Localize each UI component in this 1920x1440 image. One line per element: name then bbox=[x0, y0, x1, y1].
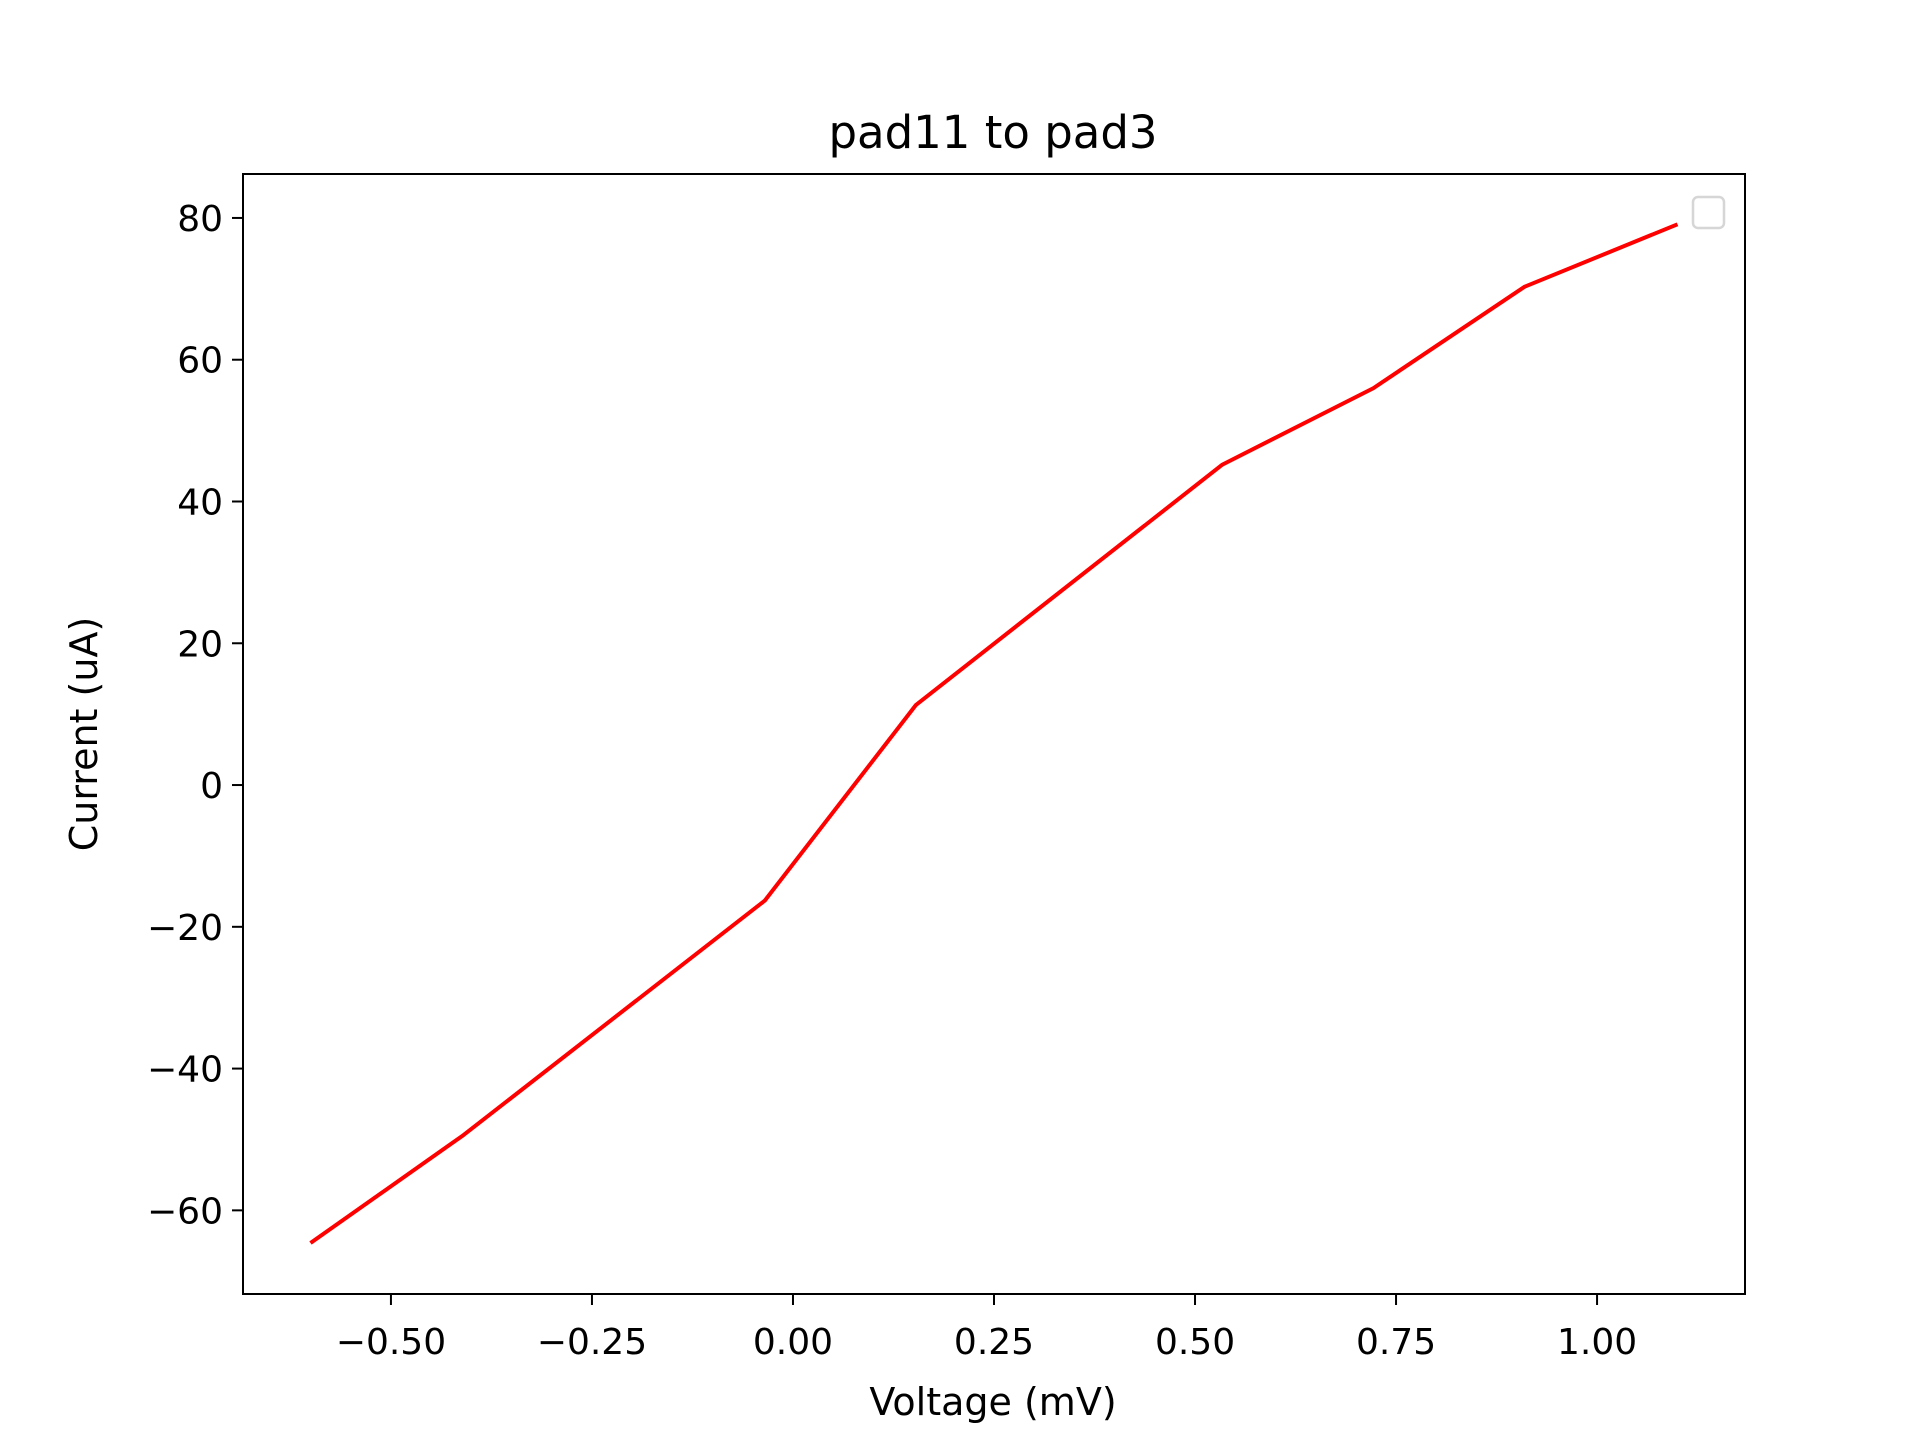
y-tick-label: 40 bbox=[177, 482, 223, 523]
y-axis-label: Current (uA) bbox=[62, 617, 106, 852]
y-axis: −60 −40 −20 0 20 40 60 80 bbox=[147, 199, 243, 1232]
y-tick-label: −20 bbox=[147, 908, 223, 949]
x-tick-label: 0.00 bbox=[753, 1322, 833, 1363]
legend-box bbox=[1691, 195, 1726, 230]
series-line bbox=[309, 222, 1679, 1245]
y-tick-label: 80 bbox=[177, 199, 223, 240]
chart-title: pad11 to pad3 bbox=[828, 106, 1157, 159]
x-axis: −0.50 −0.25 0.00 0.25 0.50 0.75 1.00 bbox=[336, 1294, 1637, 1363]
y-tick-label: −40 bbox=[147, 1050, 223, 1091]
x-axis-label: Voltage (mV) bbox=[869, 1380, 1116, 1424]
y-tick-label: 20 bbox=[177, 624, 223, 665]
x-tick-label: 0.75 bbox=[1356, 1322, 1436, 1363]
x-tick-label: 1.00 bbox=[1557, 1322, 1637, 1363]
y-tick-label: −60 bbox=[147, 1191, 223, 1232]
y-tick-label: 60 bbox=[177, 341, 223, 382]
x-tick-label: −0.25 bbox=[537, 1322, 647, 1363]
y-tick-label: 0 bbox=[200, 766, 223, 807]
x-tick-label: 0.50 bbox=[1155, 1322, 1235, 1363]
x-tick-label: 0.25 bbox=[954, 1322, 1034, 1363]
plot-area bbox=[309, 222, 1679, 1245]
x-tick-label: −0.50 bbox=[336, 1322, 446, 1363]
